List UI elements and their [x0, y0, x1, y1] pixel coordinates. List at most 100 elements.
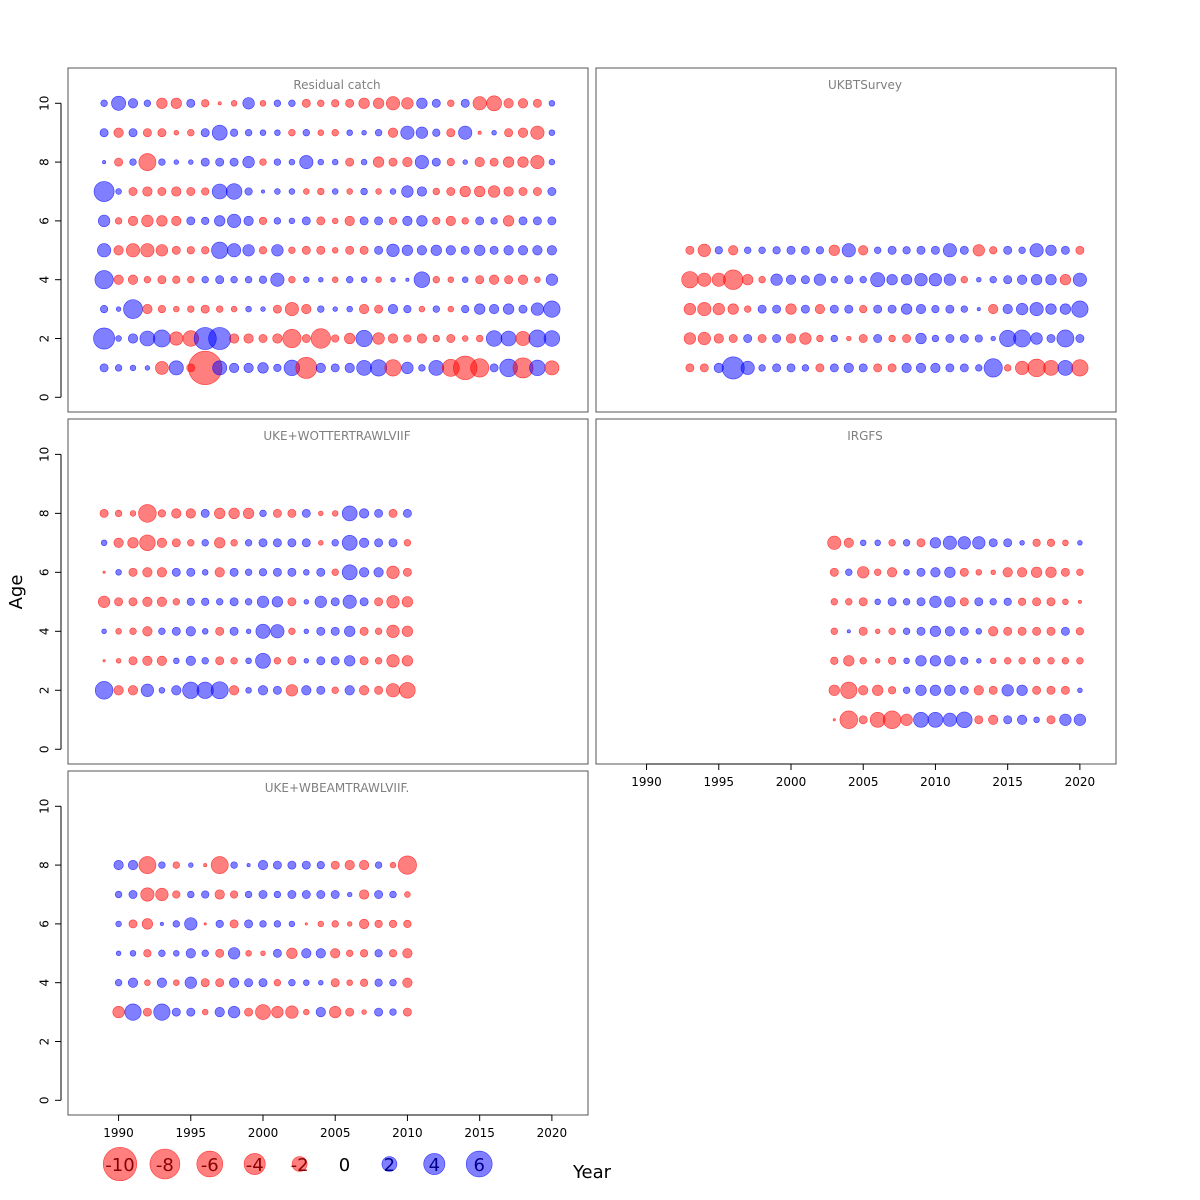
residual-bubble — [386, 624, 400, 638]
y-tick-label: 6 — [38, 569, 52, 577]
legend-label: 0 — [339, 1155, 350, 1176]
residual-bubble — [402, 157, 413, 168]
residual-bubble — [841, 243, 856, 258]
residual-bubble — [903, 569, 910, 576]
residual-bubble — [330, 363, 340, 373]
residual-bubble — [273, 158, 282, 166]
residual-bubble — [462, 335, 469, 342]
residual-bubble — [956, 711, 973, 728]
residual-bubble — [844, 275, 854, 285]
residual-bubble — [285, 1005, 299, 1019]
residual-bubble — [1002, 304, 1013, 315]
residual-bubble — [288, 99, 296, 107]
residual-bubble — [830, 334, 838, 343]
residual-bubble — [402, 508, 412, 518]
residual-bubble — [359, 626, 369, 636]
residual-bubble — [1003, 715, 1013, 725]
residual-bubble — [374, 129, 383, 137]
legend-label: -4 — [246, 1155, 264, 1176]
residual-bubble — [975, 364, 983, 372]
residual-bubble — [374, 304, 384, 314]
residual-bubble — [400, 125, 415, 140]
x-tick-label: 2020 — [537, 1126, 568, 1140]
residual-bubble — [171, 508, 182, 519]
residual-bubble — [144, 365, 151, 371]
residual-bubble — [447, 276, 454, 283]
residual-bubble — [215, 919, 224, 928]
residual-bubble — [127, 977, 139, 988]
residual-bubble — [215, 157, 225, 167]
residual-bubble — [318, 277, 324, 283]
panel-title: UKE+WOTTERTRAWLVIIF — [263, 429, 410, 443]
residual-bubble — [358, 97, 370, 109]
residual-bubble — [301, 245, 311, 255]
residual-bubble — [989, 657, 997, 664]
residual-bubble — [258, 216, 268, 225]
residual-bubble — [900, 713, 913, 726]
residual-bubble — [504, 275, 514, 285]
residual-bubble — [200, 508, 210, 518]
residual-bubble — [462, 276, 469, 283]
residual-bubble — [127, 98, 139, 109]
residual-bubble — [474, 244, 486, 256]
residual-bubble — [742, 274, 754, 286]
residual-bubble — [432, 305, 440, 313]
residual-bubble — [295, 356, 318, 379]
residual-bubble — [374, 216, 384, 226]
residual-bubble — [142, 626, 153, 637]
residual-bubble — [301, 890, 311, 899]
residual-bubble — [913, 711, 929, 728]
residual-bubble — [287, 860, 297, 870]
residual-bubble — [928, 273, 942, 287]
residual-bubble — [859, 305, 868, 314]
residual-bubble — [208, 327, 232, 350]
residual-bubble — [490, 217, 498, 225]
residual-bubble — [156, 97, 168, 109]
residual-bubble — [1015, 360, 1030, 375]
residual-bubble — [714, 246, 723, 255]
y-tick-label: 0 — [38, 1096, 52, 1104]
residual-bubble — [156, 567, 167, 578]
residual-bubble — [385, 683, 400, 698]
residual-bubble — [94, 681, 114, 700]
residual-bubble — [356, 360, 372, 376]
residual-bubble — [258, 275, 268, 284]
residual-bubble — [332, 158, 339, 166]
residual-bubble — [143, 949, 152, 958]
residual-bubble — [960, 305, 968, 313]
residual-bubble — [840, 681, 858, 699]
residual-bubble — [113, 127, 124, 138]
residual-bubble — [360, 158, 368, 166]
residual-bubble — [111, 95, 127, 111]
residual-bubble — [988, 304, 999, 315]
residual-bubble — [140, 243, 155, 258]
residual-bubble — [246, 863, 251, 868]
residual-bubble — [859, 657, 867, 665]
x-tick-label: 1990 — [631, 775, 662, 789]
residual-bubble — [171, 626, 181, 636]
residual-bubble — [942, 243, 957, 258]
y-tick-label: 8 — [38, 861, 52, 869]
residual-bubble — [317, 129, 324, 136]
residual-bubble — [359, 508, 370, 519]
residual-bubble — [115, 628, 122, 635]
residual-bubble — [374, 861, 383, 869]
bubble-layer — [681, 243, 1089, 380]
residual-bubble — [389, 890, 397, 899]
residual-bubble — [974, 597, 984, 607]
residual-bubble — [1075, 334, 1085, 343]
residual-bubble — [845, 568, 853, 576]
residual-bubble — [1073, 713, 1087, 726]
residual-bubble — [489, 245, 499, 255]
residual-bubble — [216, 598, 224, 606]
residual-bubble — [210, 681, 229, 700]
residual-bubble — [346, 129, 353, 136]
residual-bubble — [245, 950, 252, 957]
residual-bubble — [346, 949, 354, 957]
residual-bubble — [173, 130, 179, 136]
residual-bubble — [258, 538, 268, 548]
residual-bubble — [887, 245, 897, 255]
residual-bubble — [301, 860, 311, 870]
residual-bubble — [1077, 687, 1083, 693]
residual-bubble — [230, 276, 238, 284]
